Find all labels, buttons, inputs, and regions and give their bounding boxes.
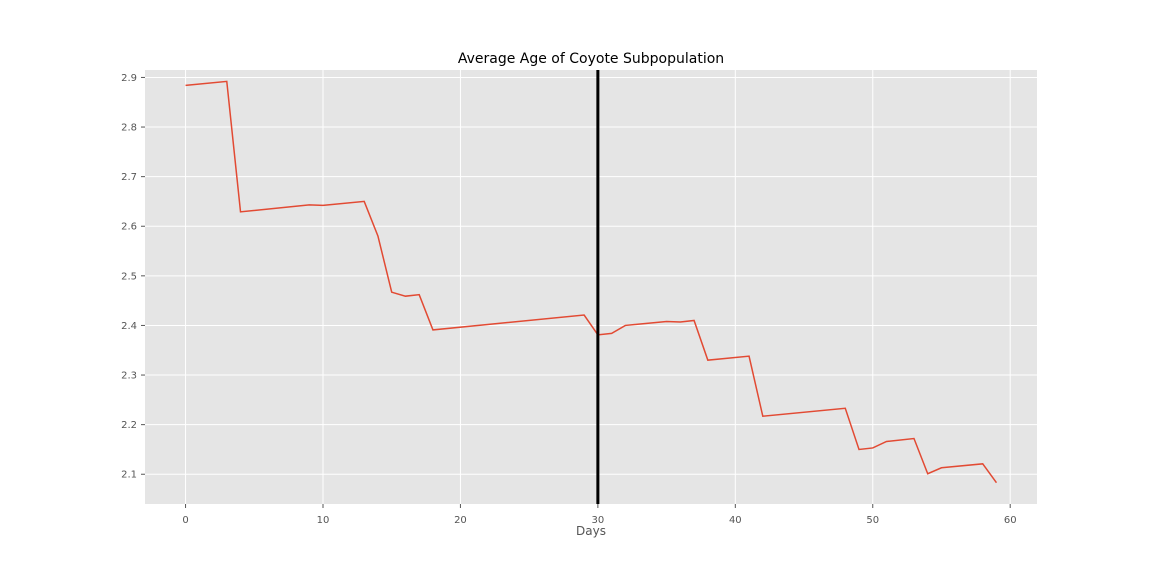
x-tick-label: 0	[182, 515, 188, 526]
y-tick-label: 2.8	[121, 123, 137, 134]
series-line	[185, 80, 998, 484]
chart-title: Average Age of Coyote Subpopulation	[458, 51, 724, 67]
y-tick-label: 2.4	[121, 321, 137, 332]
x-tick-label: 30	[592, 515, 605, 526]
y-tick-label: 2.7	[121, 172, 137, 183]
x-tick-label: 10	[317, 515, 330, 526]
plot-area	[145, 70, 1037, 504]
x-tick-label: 60	[1004, 515, 1017, 526]
x-tick-label: 50	[866, 515, 879, 526]
y-tick-label: 2.3	[121, 371, 137, 382]
y-axis-ticks: 2.1 2.2 2.3 2.4 2.5 2.6 2.7 2.8 2.9	[121, 73, 145, 481]
y-tick-label: 2.9	[121, 73, 137, 84]
x-tick-label: 40	[729, 515, 742, 526]
x-tick-label: 20	[454, 515, 467, 526]
y-tick-label: 2.6	[121, 222, 137, 233]
y-tick-label: 2.5	[121, 271, 137, 282]
x-axis-label: Days	[576, 524, 606, 538]
y-tick-label: 2.2	[121, 420, 137, 431]
y-tick-label: 2.1	[121, 470, 137, 481]
x-axis-ticks: 0 10 20 30 40 50 60	[182, 504, 1017, 526]
